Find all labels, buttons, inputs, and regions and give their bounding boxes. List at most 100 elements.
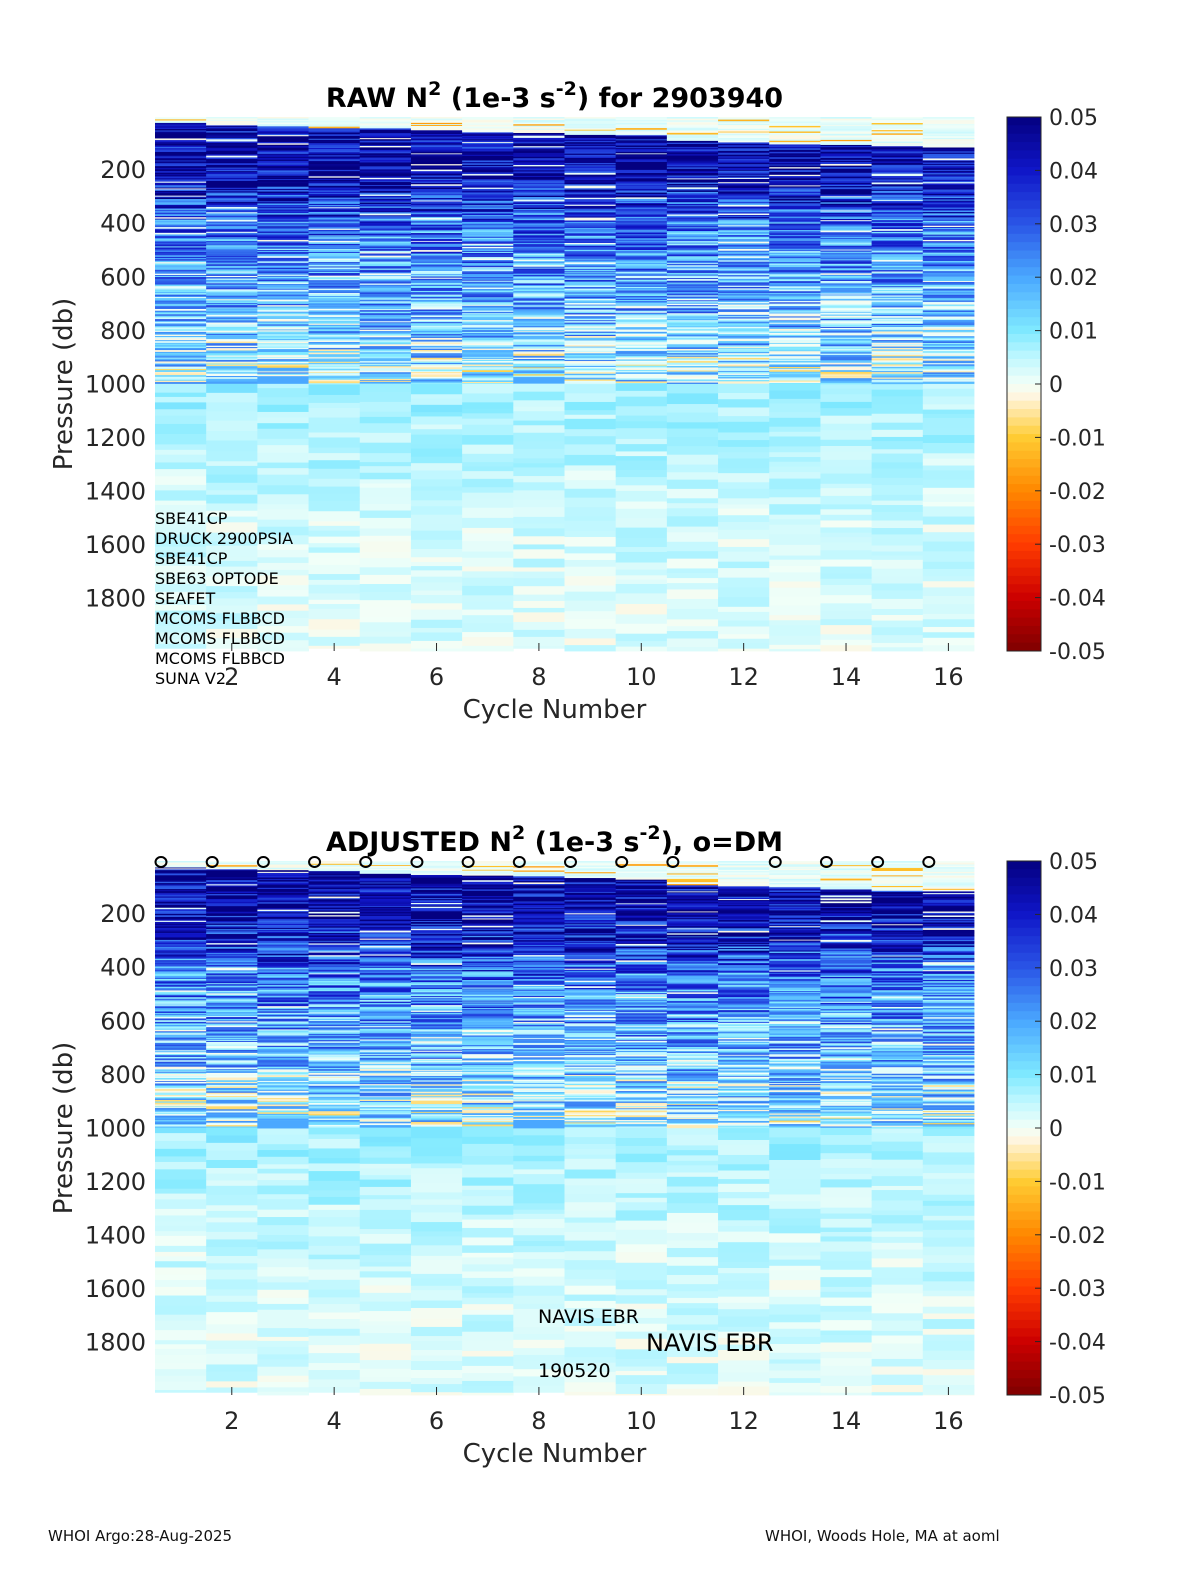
heatmap-cell [922, 561, 975, 570]
heatmap-cell [666, 379, 719, 381]
heatmap-cell [820, 366, 873, 369]
heatmap-cell [769, 183, 821, 186]
heatmap-cell [820, 415, 873, 425]
heatmap-cell [820, 324, 873, 327]
heatmap-cell [155, 126, 207, 129]
heatmap-cell [718, 164, 770, 166]
heatmap-cell [206, 140, 258, 142]
heatmap-cell [257, 1017, 309, 1020]
colorbar-segment [1007, 467, 1041, 477]
heatmap-cell [155, 317, 207, 320]
heatmap-cell [155, 884, 207, 886]
heatmap-cell [155, 434, 207, 445]
heatmap-cell [564, 168, 617, 171]
heatmap-cell [769, 279, 821, 282]
heatmap-cell [666, 296, 719, 299]
colorbar-segment [1007, 183, 1041, 193]
heatmap-cell [410, 124, 463, 126]
heatmap-cell [769, 519, 821, 526]
heatmap-cell [922, 371, 975, 373]
heatmap-cell [206, 366, 258, 370]
heatmap-cell [410, 166, 463, 169]
heatmap-cell [871, 149, 924, 151]
heatmap-cell [615, 194, 668, 197]
heatmap-cell [410, 210, 463, 213]
heatmap-cell [615, 133, 668, 135]
heatmap-cell [769, 229, 821, 232]
heatmap-cell [564, 313, 617, 315]
heatmap-cell [564, 159, 617, 162]
heatmap-cell [257, 892, 309, 895]
heatmap-cell [155, 1188, 207, 1194]
heatmap-cell [308, 252, 361, 254]
heatmap-cell [513, 183, 565, 186]
heatmap-cell [206, 953, 258, 956]
heatmap-cell [871, 287, 924, 290]
heatmap-cell [206, 1084, 258, 1087]
heatmap-cell [871, 551, 924, 556]
heatmap-cell [206, 218, 258, 221]
heatmap-cell [308, 928, 361, 931]
heatmap-cell [615, 268, 668, 271]
heatmap-cell [359, 887, 412, 890]
heatmap-cell [615, 270, 668, 273]
heatmap-cell [718, 626, 770, 635]
heatmap-cell [513, 255, 565, 258]
heatmap-cell [922, 581, 975, 588]
heatmap-cell [615, 293, 668, 296]
heatmap-cell [820, 362, 873, 365]
heatmap-cell [820, 294, 873, 296]
heatmap-cell [564, 444, 617, 456]
heatmap-cell [308, 940, 361, 943]
heatmap-cell [666, 437, 719, 447]
heatmap-cell [155, 125, 207, 127]
heatmap-cell [359, 432, 412, 444]
heatmap-cell [359, 902, 412, 905]
heatmap-cell [308, 525, 361, 532]
heatmap-cell [564, 300, 617, 303]
heatmap-cell [922, 345, 975, 348]
heatmap-cell [206, 272, 258, 275]
heatmap-cell [257, 334, 309, 337]
heatmap-cell [820, 326, 873, 329]
heatmap-cell [769, 197, 821, 199]
heatmap-cell [769, 383, 821, 391]
heatmap-cell [769, 277, 821, 280]
heatmap-cell [462, 254, 514, 257]
heatmap-cell [257, 221, 309, 224]
heatmap-cell [308, 1090, 361, 1093]
heatmap-cell [359, 551, 412, 559]
heatmap-cell [666, 220, 719, 222]
heatmap-cell [359, 968, 412, 971]
heatmap-cell [155, 232, 207, 235]
heatmap-cell [410, 361, 463, 364]
heatmap-cell [155, 143, 207, 146]
heatmap-cell [871, 369, 924, 372]
heatmap-cell [206, 175, 258, 177]
heatmap-cell [871, 165, 924, 168]
heatmap-cell [615, 353, 668, 356]
heatmap-cell [462, 286, 514, 288]
heatmap-cell [206, 1255, 258, 1264]
heatmap-cell [206, 234, 258, 236]
heatmap-cell [206, 368, 258, 371]
heatmap-cell [155, 1072, 207, 1075]
heatmap-cell [615, 300, 668, 303]
heatmap-cell [359, 171, 412, 173]
heatmap-cell [359, 876, 412, 879]
heatmap-cell [206, 205, 258, 208]
heatmap-cell [718, 374, 770, 377]
heatmap-cell [308, 175, 361, 177]
heatmap-cell [206, 304, 258, 306]
colorbar-tick-label: 0.03 [1049, 213, 1098, 238]
heatmap-cell [820, 169, 873, 173]
heatmap-cell [359, 212, 412, 214]
heatmap-cell [922, 242, 975, 245]
heatmap-cell [410, 351, 463, 354]
heatmap-cell [615, 215, 668, 218]
heatmap-cell [206, 355, 258, 358]
x-tick-label: 14 [831, 663, 862, 691]
heatmap-cell [410, 248, 463, 251]
heatmap-cell [871, 136, 924, 139]
heatmap-cell [718, 289, 770, 292]
